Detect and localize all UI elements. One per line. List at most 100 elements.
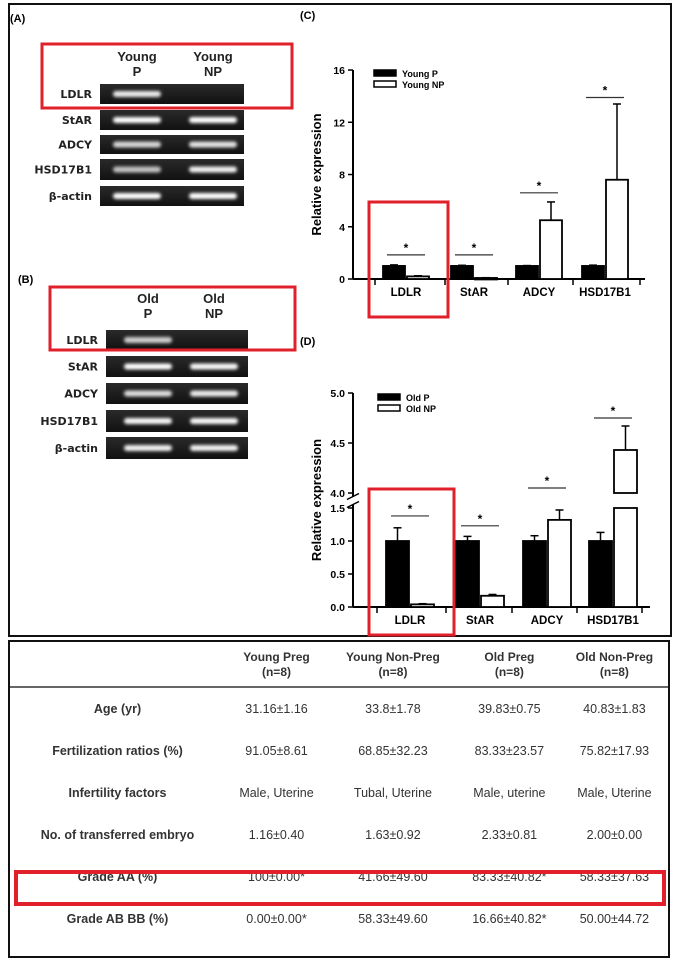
table-row: No. of transferred embryo 1.16±0.40 1.63±0…: [10, 814, 668, 856]
y-tick-label: 8: [339, 170, 345, 182]
table-cell: 31.16±1.16: [245, 702, 308, 716]
y-axis-label: Relative expression: [309, 439, 324, 561]
gel-band: [190, 363, 238, 370]
gel-band: [113, 193, 161, 199]
category-label: StAR: [460, 287, 489, 299]
legend-label: Old P: [406, 393, 430, 403]
patient-characteristics-table: Young Preg (n=8) Young Non-Preg (n=8) Old …: [8, 640, 670, 958]
significance-star: *: [478, 512, 483, 526]
gel-band: [113, 91, 161, 97]
legend-swatch: [373, 80, 397, 88]
category-label: LDLR: [395, 615, 426, 627]
bar: [450, 265, 474, 280]
bar: [480, 594, 505, 608]
axis-break-mark: [346, 492, 360, 501]
gel-band: [113, 117, 161, 123]
table-row: Age (yr) 31.16±1.16 33.8±1.78 39.83±0.75 40.…: [10, 687, 668, 730]
legend-swatch: [377, 404, 401, 412]
table-header-old-non-preg: Old Non-Preg (n=8): [560, 642, 668, 688]
gel-band: [189, 166, 237, 173]
row-label: Age (yr): [93, 702, 142, 716]
lane-label: Young: [117, 49, 157, 64]
gel-strip: [106, 437, 248, 459]
significance-star: *: [537, 179, 542, 193]
legend-swatch: [377, 393, 401, 401]
significance-star: *: [611, 404, 616, 418]
table-cell: 16.66±40.82*: [472, 912, 547, 926]
table-cell: 2.33±0.81: [481, 828, 538, 842]
bar: [588, 540, 613, 608]
table-cell: 91.05±8.61: [245, 744, 308, 758]
gene-label: ADCY: [64, 388, 99, 401]
gene-label: LDLR: [66, 334, 98, 347]
table-cell: 2.00±0.00: [586, 828, 643, 842]
gene-label: β-actin: [49, 190, 92, 203]
panel-d-label: (D): [300, 336, 316, 348]
legend-swatch: [373, 69, 397, 77]
table-cell: 58.33±49.60: [358, 912, 428, 926]
gel-strip: [100, 84, 244, 104]
table-cell: 40.83±1.83: [583, 702, 646, 716]
gel-strip: [100, 159, 244, 180]
y-tick-label: 0.5: [330, 569, 345, 581]
table-cell: 68.85±32.23: [358, 744, 428, 758]
table-cell: Male, uterine: [473, 786, 546, 800]
table-cell: 39.83±0.75: [478, 702, 541, 716]
gene-label: HSD17B1: [40, 415, 98, 428]
gene-label: HSD17B1: [34, 164, 92, 177]
table-header-row: Young Preg (n=8) Young Non-Preg (n=8) Old …: [10, 642, 668, 688]
chart-panel-c: 0 4 8 12 16 Relative expression LDLR StAR ADCY HS…: [309, 65, 645, 299]
table-row: Grade AB BB (%) 0.00±0.00* 58.33±49.60 16.6…: [10, 898, 668, 940]
significance-star: *: [603, 83, 608, 97]
table-cell: Male, Uterine: [577, 786, 652, 800]
axis-break-mark: [346, 500, 360, 509]
panel-a-label: (A): [10, 13, 26, 25]
category-label: ADCY: [523, 287, 556, 299]
gel-strip: [106, 356, 248, 377]
gel-band: [124, 390, 172, 397]
significance-star: *: [545, 474, 550, 488]
figure-panels: (A) (B) (C) (D) YoungPYoungNPLDLRStARADC…: [8, 3, 672, 637]
gel-band: [124, 445, 172, 451]
table-cell: 1.16±0.40: [248, 828, 305, 842]
chart-panel-d: 0.0 0.5 1.0 1.5 4.0 4.5 5.0 Relative expression…: [309, 388, 650, 627]
lane-label: NP: [205, 306, 223, 321]
gel-strip: [106, 383, 248, 404]
highlight-box-chart-c: [367, 200, 450, 319]
legend-label: Old NP: [406, 404, 436, 414]
category-label: ADCY: [531, 615, 564, 627]
bar: [474, 277, 498, 281]
lane-label: Young: [193, 49, 233, 64]
legend-label: Young NP: [402, 80, 444, 90]
y-axis-label: Relative expression: [309, 113, 324, 235]
highlight-box-chart-d: [367, 487, 456, 637]
gel-strip: [106, 410, 248, 432]
axis-break-gap: [349, 496, 357, 505]
significance-star: *: [404, 241, 409, 255]
y-tick-label: 5.0: [330, 388, 345, 400]
y-tick-label: 4.5: [330, 438, 345, 450]
y-tick-label: 1.0: [330, 536, 345, 548]
bar: [406, 275, 430, 280]
legend-label: Young P: [402, 69, 438, 79]
lane-label: NP: [204, 64, 222, 79]
table-header-blank: [10, 642, 225, 688]
bar: [605, 178, 629, 280]
gel-band: [189, 117, 237, 123]
gel-strip: [100, 110, 244, 130]
bar: [385, 540, 410, 608]
lane-label: P: [133, 64, 142, 79]
significance-star: *: [472, 241, 477, 255]
category-label: HSD17B1: [579, 287, 631, 299]
table-header-young-preg: Young Preg (n=8): [225, 642, 328, 688]
gene-label: β-actin: [55, 442, 98, 455]
category-label: LDLR: [391, 287, 422, 299]
gel-band: [124, 363, 172, 370]
bar: [613, 507, 638, 608]
y-tick-label: 16: [333, 65, 345, 77]
table-cell: Male, Uterine: [239, 786, 314, 800]
highlight-box-gel-a: [40, 42, 294, 110]
bar: [522, 540, 547, 608]
gel-strip: [106, 330, 248, 350]
